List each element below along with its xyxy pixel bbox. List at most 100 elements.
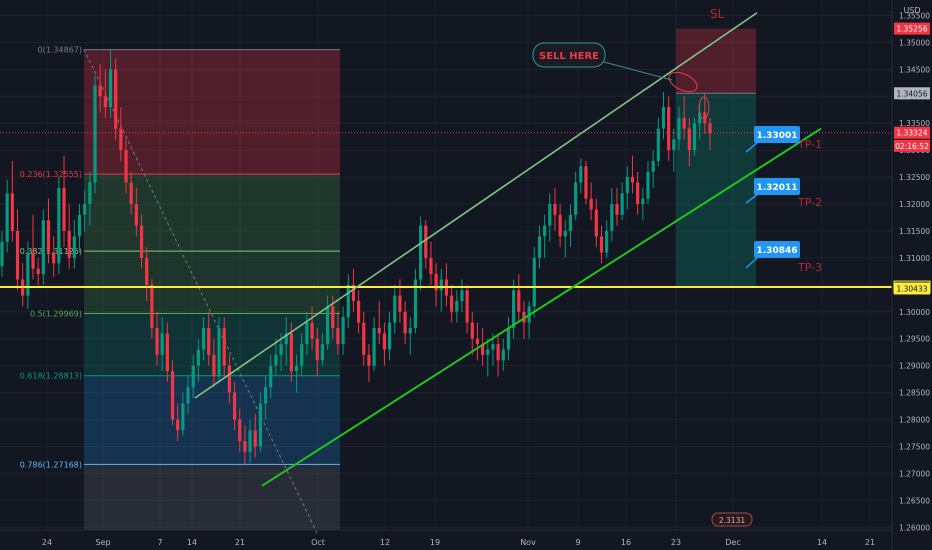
fib-zone [84, 174, 340, 252]
candle-body [393, 295, 397, 323]
price-tick-label: 1.27000 [899, 469, 930, 478]
candle-body [232, 392, 237, 420]
target-box [754, 178, 800, 195]
time-tick-label: 23 [671, 538, 681, 547]
candle-body [300, 344, 304, 366]
candle-body [284, 333, 288, 345]
watermark-badge [711, 512, 753, 527]
candle-body [67, 230, 71, 258]
candle-body [0, 241, 4, 266]
stop-loss-label: SL [710, 7, 725, 21]
price-badge-text: 1.34056 [896, 89, 927, 98]
candle-body [501, 349, 505, 361]
candle-body [212, 354, 216, 377]
time-tick-label: 9 [575, 538, 580, 547]
candle-body [630, 177, 635, 183]
price-badge [894, 87, 930, 100]
candle-body [579, 166, 583, 183]
fib-level-label: 0.382(1.31125) [20, 247, 82, 256]
candle-body [52, 252, 56, 264]
candle-body [439, 279, 443, 291]
candle-body [387, 322, 392, 350]
candle-body [543, 225, 547, 237]
candle-body [176, 419, 180, 431]
candle-body [455, 301, 459, 312]
candle-body [310, 322, 314, 339]
time-tick-label: 14 [187, 538, 197, 547]
time-tick-label: 24 [42, 538, 52, 547]
price-tick-label: 1.31000 [899, 254, 930, 263]
fib-zone [84, 251, 340, 314]
price-tick-label: 1.27500 [899, 442, 930, 451]
fib-zone [84, 375, 340, 465]
candle-body [636, 182, 640, 205]
candle-body [372, 327, 376, 366]
candle-body [103, 96, 107, 108]
candle-body [134, 204, 138, 226]
price-tick-label: 1.31500 [899, 227, 930, 236]
candle-body [413, 279, 418, 328]
candle-body [336, 327, 340, 345]
candle-body [708, 123, 712, 133]
time-tick-label: 12 [380, 538, 390, 547]
candle-body [93, 85, 97, 183]
candle-body [475, 338, 480, 345]
short-position-tool[interactable] [676, 28, 756, 288]
candle-body [41, 220, 45, 275]
candle-body [506, 327, 511, 350]
candle-body [424, 225, 428, 258]
candle-body [315, 338, 319, 361]
candle-body [77, 214, 82, 237]
candle-body [362, 322, 366, 355]
candle-body [98, 85, 102, 97]
candle-body [88, 182, 92, 205]
candle-body [201, 327, 206, 350]
price-tick-label: 1.26500 [899, 496, 930, 505]
candle-body [207, 327, 211, 355]
candle-body [470, 322, 474, 339]
candle-body [289, 333, 294, 372]
candle-body [382, 333, 387, 350]
watermark-text: 2.3131 [719, 516, 745, 525]
candle-body [181, 403, 185, 431]
time-tick-label: Oct [311, 538, 325, 547]
candle-body [57, 187, 61, 264]
trend-channel[interactable] [0, 12, 892, 487]
candle-body [568, 214, 573, 231]
candle-body [186, 387, 190, 404]
time-tick-label: Dec [725, 538, 740, 547]
candle-body [481, 344, 485, 355]
candle-body [465, 290, 469, 323]
price-tick-label: 1.30000 [899, 308, 930, 317]
candle-body [646, 171, 650, 199]
fib-level-label: 0.236(1.32555) [20, 170, 82, 179]
candle-body [667, 107, 671, 151]
price-badge-text: 1.33324 [896, 129, 927, 138]
candle-body [491, 344, 495, 350]
candle-body [486, 349, 490, 355]
candle-body [450, 295, 454, 312]
target-box [754, 241, 800, 258]
price-tick-label: 1.32000 [899, 200, 930, 209]
candle-body [672, 139, 676, 151]
sell-highlight-circle [668, 71, 698, 93]
candle-body [532, 257, 536, 307]
candle-body [558, 214, 562, 237]
sell-here-callout [532, 42, 606, 68]
candle-body [279, 344, 283, 355]
price-tick-label: 1.26000 [899, 523, 930, 532]
candle-body [418, 225, 423, 280]
candle-body [238, 419, 242, 442]
candle-body [537, 236, 542, 258]
candle-body [325, 306, 330, 345]
take-profit-zone [676, 93, 756, 288]
candle-body [341, 317, 345, 345]
candle-body [26, 252, 30, 296]
currency-label: USD [903, 6, 920, 15]
candle-body [403, 311, 407, 334]
candle-body [512, 290, 516, 328]
target-pointer [745, 256, 759, 269]
candle-body [196, 349, 200, 366]
